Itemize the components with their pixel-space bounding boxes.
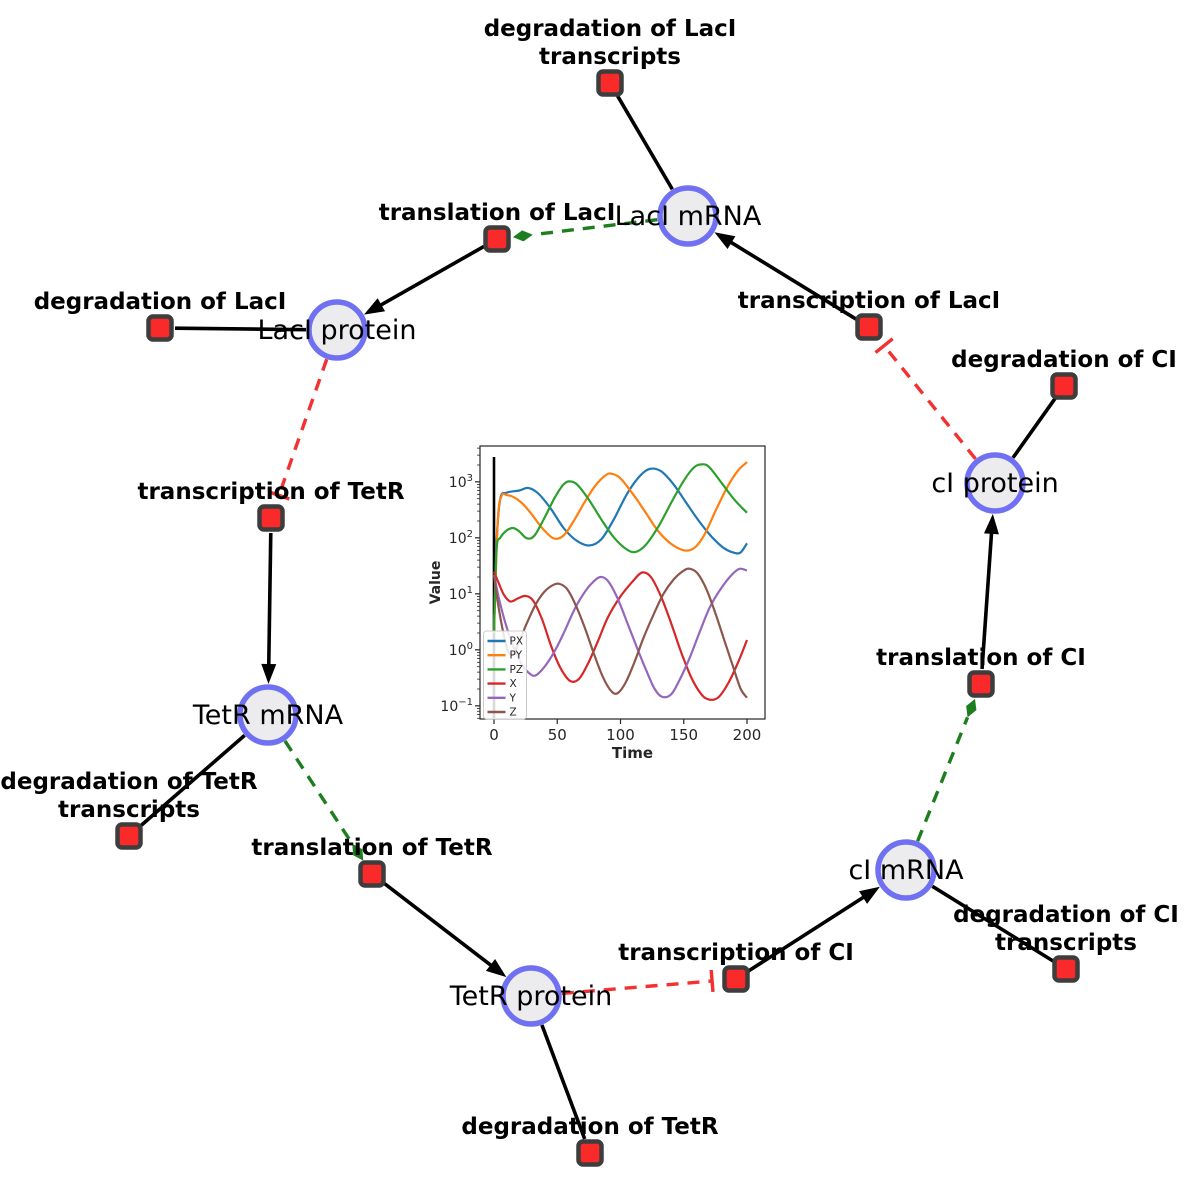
edge-ci-protein-transcription-laci [882,344,977,460]
edge-ci-protein-transcription-laci-tbar [874,337,894,354]
edge-ci-mrna-translation-ci [916,716,970,842]
series-line-PY [492,461,748,634]
edge-laci-mrna-translation-laci-diamond [512,230,533,242]
x-tick-label: 100 [606,726,635,744]
reaction-label-deg-laci-transcripts: degradation of LacI [484,16,737,42]
edge-tetr-protein-deg-tetr [540,1024,587,1140]
edge-translation-tetr-tetr-protein-arrowhead [485,959,507,978]
legend-label-PX: PX [510,636,524,648]
reaction-node-deg-ci[interactable] [1050,372,1078,400]
edge-laci-protein-transcription-tetr-tbar [268,490,290,501]
edge-ci-mrna-deg-ci-transcripts [931,884,1055,963]
edge-translation-laci-laci-protein-arrowhead [363,298,386,315]
edges-layer [139,95,1057,1140]
reaction-node-deg-tetr-transcripts[interactable] [115,822,143,850]
species-node-ci-protein[interactable] [964,452,1026,514]
nodes-layer [115,69,1080,1167]
reaction-node-transcription-laci[interactable] [855,313,883,341]
reaction-label-translation-laci: translation of LacI [379,200,616,226]
species-label-ci-protein: cI protein [931,468,1058,499]
edge-ci-protein-deg-ci [1011,397,1057,459]
legend-label-Z: Z [510,707,517,719]
chart-xlabel: Time [612,744,653,762]
x-tick-label: 200 [733,726,762,744]
reaction-label-transcription-ci: transcription of CI [618,940,854,966]
edge-transcription-tetr-tetr-mrna-arrowhead [261,663,277,685]
species-label-ci-mrna: cI mRNA [848,855,964,886]
y-tick-label: 103 [449,473,473,491]
reaction-label-translation-tetr: translation of TetR [251,835,492,861]
x-tick-label: 0 [489,726,499,744]
reaction-label-deg-ci-transcripts: degradation of CI [953,902,1179,928]
species-node-ci-mrna[interactable] [875,839,937,901]
species-node-tetr-mrna[interactable] [237,684,299,746]
reaction-label-deg-ci: degradation of CI [951,347,1177,373]
edge-translation-laci-laci-protein [376,244,485,309]
series-line-PZ [492,463,748,634]
edge-transcription-laci-laci-mrna [727,239,858,321]
edge-transcription-tetr-tetr-mrna [266,532,273,669]
edge-transcription-ci-ci-mrna [747,893,868,973]
reaction-label-deg-tetr-transcripts: degradation of TetR [0,769,257,795]
reaction-node-translation-tetr[interactable] [358,860,386,888]
edge-laci-protein-transcription-tetr [277,358,329,496]
edge-tetr-mrna-translation-tetr [283,740,354,845]
edge-laci-protein-deg-laci [174,326,307,332]
reaction-label-transcription-laci: transcription of LacI [738,288,1001,314]
edge-tetr-mrna-deg-tetr-transcripts [139,733,246,828]
labels-layer: LacI mRNA LacI protein TetR mRNA TetR prote… [0,16,1178,1140]
y-tick-label: 101 [449,585,473,603]
legend-label-PY: PY [510,650,523,662]
series-line-Y [492,567,748,699]
edge-transcription-ci-ci-mrna-arrowhead [859,886,880,904]
legend-label-Y: Y [509,692,517,704]
reaction-node-translation-ci[interactable] [967,670,995,698]
edge-transcription-laci-laci-mrna-arrowhead [714,232,736,250]
x-tick-label: 150 [669,726,698,744]
reaction-node-translation-laci[interactable] [483,225,511,253]
edge-translation-ci-ci-protein-arrowhead [983,513,999,535]
species-label-tetr-protein: TetR protein [449,981,612,1012]
species-node-laci-protein[interactable] [306,299,368,361]
legend-label-X: X [510,678,517,690]
species-label-laci-mrna: LacI mRNA [615,201,762,232]
chart-frame [479,445,766,720]
reaction-node-deg-ci-transcripts[interactable] [1052,955,1080,983]
reaction-node-deg-laci-transcripts[interactable] [596,69,624,97]
chart-ylabel: Value [428,561,444,605]
edge-translation-ci-ci-protein [980,529,994,670]
reaction-label-deg-ci-transcripts: transcripts [995,930,1137,956]
edge-tetr-mrna-translation-tetr-diamond [352,843,364,861]
legend-label-PZ: PZ [510,664,524,676]
y-tick-label: 10−1 [440,697,473,715]
species-label-tetr-mrna: TetR mRNA [192,700,344,731]
edge-translation-tetr-tetr-protein [382,881,495,969]
species-node-laci-mrna[interactable] [657,185,719,247]
edge-laci-mrna-deg-laci-transcripts [616,95,674,191]
reaction-node-deg-tetr[interactable] [576,1139,604,1167]
y-tick-label: 100 [449,641,473,659]
edge-tetr-protein-transcription-ci [561,979,713,996]
inset-chart: 10−1 100 101 102 103 0 50 100 150 200 Time Value PX P… [428,445,766,762]
reaction-label-deg-tetr-transcripts: transcripts [58,797,200,823]
reaction-label-translation-ci: translation of CI [876,645,1086,671]
reaction-node-transcription-ci[interactable] [722,965,750,993]
y-tick-label: 102 [449,529,473,547]
reaction-node-transcription-tetr[interactable] [257,504,285,532]
species-label-laci-protein: LacI protein [258,315,417,346]
reaction-label-deg-laci: degradation of LacI [34,289,287,315]
reaction-label-deg-laci-transcripts: transcripts [539,44,681,70]
edge-ci-mrna-translation-ci-diamond [966,698,977,718]
reaction-node-deg-laci[interactable] [146,314,174,342]
reaction-label-transcription-tetr: transcription of TetR [137,479,404,505]
x-tick-label: 50 [548,726,567,744]
reaction-label-deg-tetr: degradation of TetR [461,1114,718,1140]
series-line-PX [492,467,748,634]
series-line-X [492,571,749,701]
species-node-tetr-protein[interactable] [500,965,562,1027]
edge-tetr-protein-transcription-ci-tbar [709,969,715,993]
